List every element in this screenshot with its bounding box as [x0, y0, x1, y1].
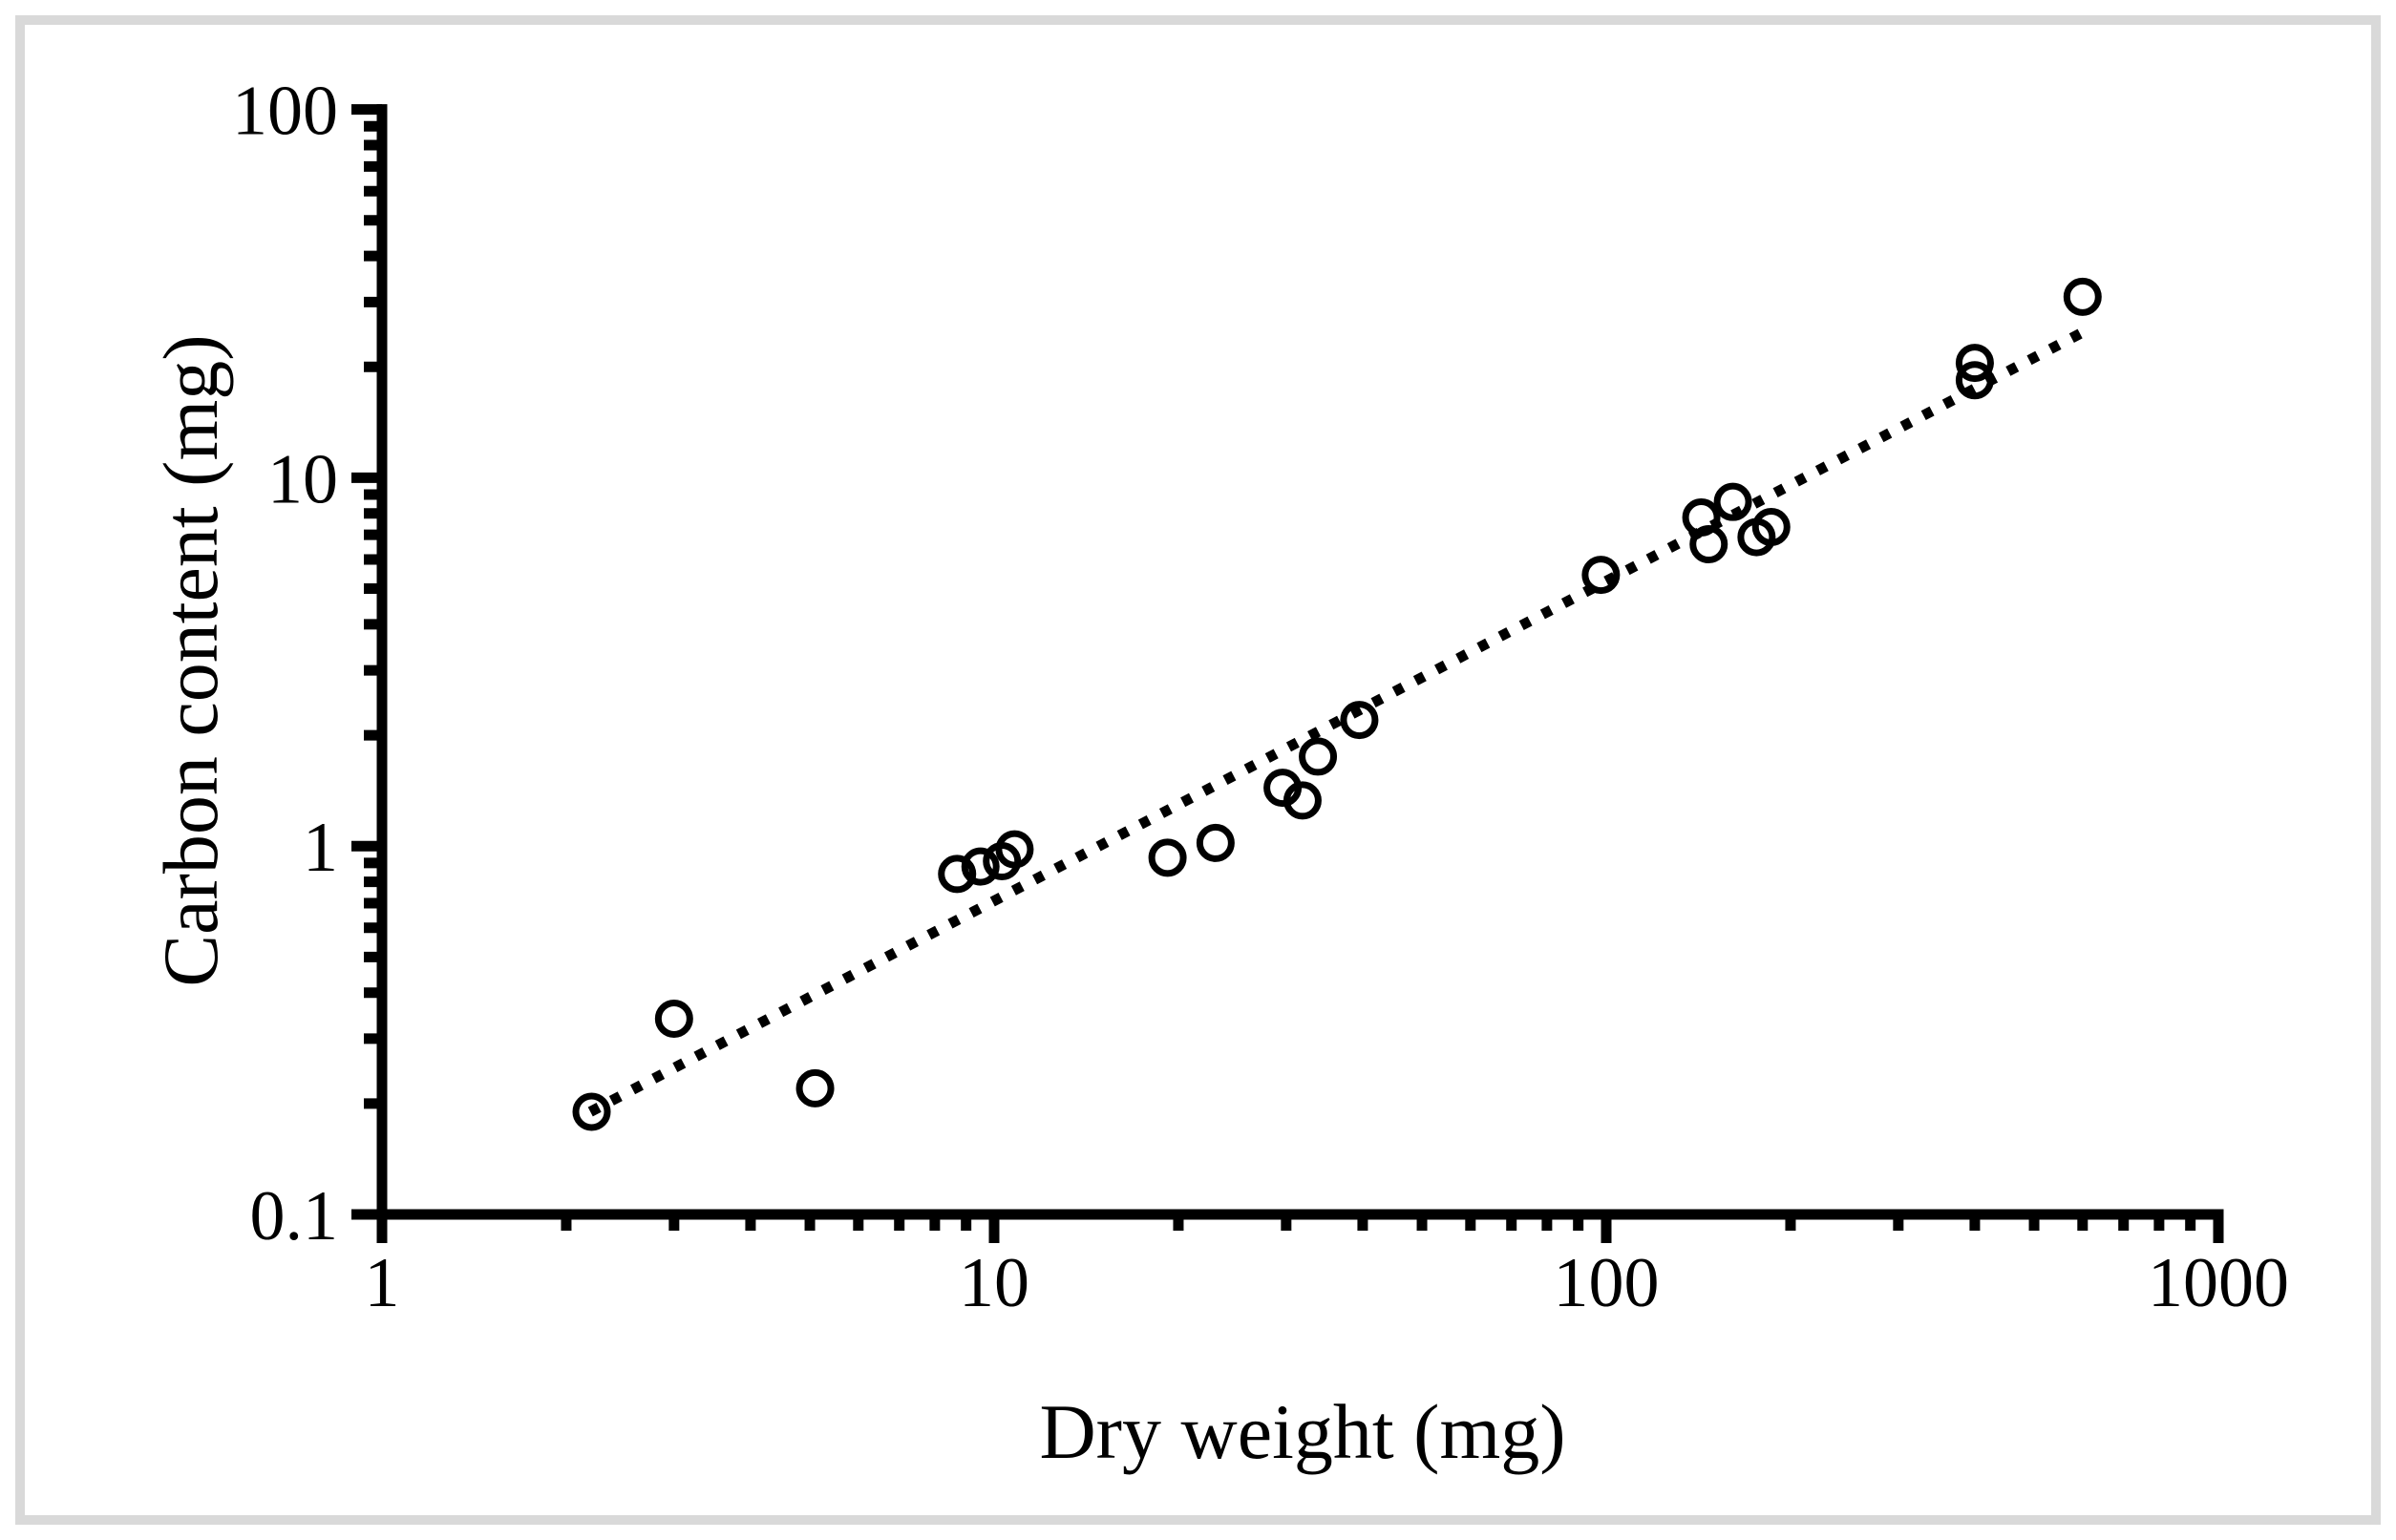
data-point-circle [938, 854, 977, 894]
trendline-dotted [587, 326, 2088, 1117]
x-tick-label: 100 [1554, 1244, 1660, 1322]
data-point-circle [961, 847, 1000, 886]
data-point-circle [1713, 482, 1752, 521]
y-tick-label: 0.1 [250, 1177, 339, 1255]
data-point-circle [1689, 525, 1728, 564]
data-point-circle [1148, 838, 1187, 877]
data-point-circle [1955, 361, 1994, 400]
data-point-circle [795, 1068, 835, 1108]
data-point-circle [995, 830, 1034, 869]
data-point-circle [1955, 344, 1994, 383]
data-point-circle [1299, 737, 1338, 776]
x-tick-label: 10 [959, 1244, 1029, 1322]
x-axis-title: Dry weight (mg) [1039, 1388, 1566, 1475]
data-point-circle [2063, 277, 2102, 316]
y-tick-label: 10 [267, 440, 338, 518]
x-tick-label: 1 [365, 1244, 400, 1322]
y-tick-label: 100 [232, 73, 338, 151]
data-point-circle [1340, 701, 1379, 740]
x-tick-label: 1000 [2148, 1244, 2289, 1322]
y-tick-label: 1 [303, 809, 338, 887]
data-point-circle [1196, 823, 1235, 862]
data-point-circle [1283, 781, 1322, 820]
data-point-circle [1751, 507, 1791, 546]
data-point-circle [572, 1092, 611, 1131]
y-axis-title: Carbon content (mg) [147, 334, 234, 987]
data-point-circle [1581, 556, 1621, 595]
chart-border-frame [15, 15, 2381, 1525]
data-point-circle [654, 999, 693, 1038]
